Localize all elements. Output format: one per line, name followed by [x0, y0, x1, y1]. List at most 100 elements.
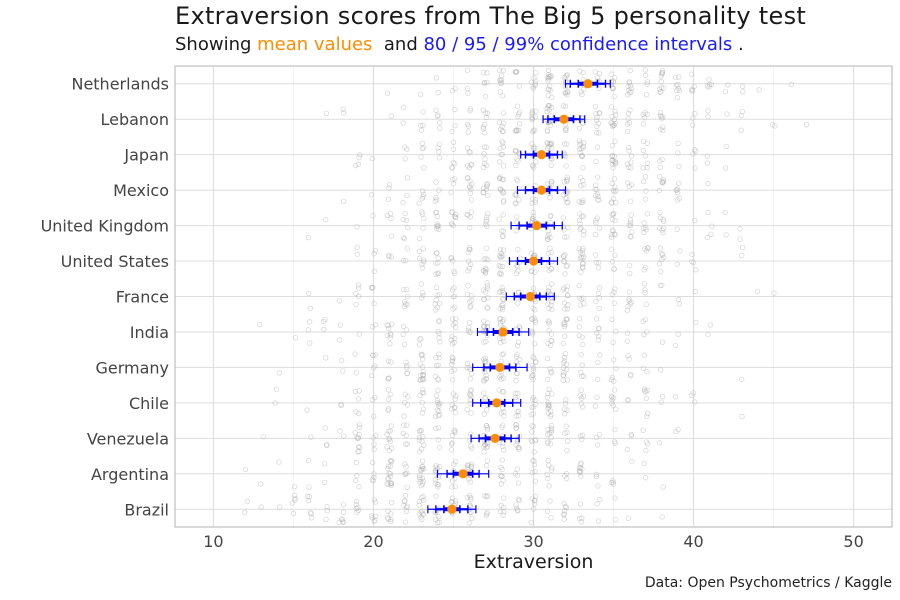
raw-point — [529, 200, 535, 207]
raw-point — [403, 286, 410, 293]
raw-point — [321, 326, 327, 333]
raw-point — [725, 82, 731, 88]
raw-point — [468, 209, 474, 215]
raw-point — [611, 289, 617, 295]
raw-point — [722, 165, 729, 171]
raw-point — [500, 212, 506, 218]
raw-point — [420, 497, 427, 504]
raw-point — [514, 148, 520, 155]
raw-point — [434, 397, 441, 404]
raw-point — [404, 370, 410, 377]
raw-point — [500, 140, 506, 146]
raw-point — [596, 70, 603, 77]
raw-point — [436, 149, 442, 155]
raw-point — [514, 370, 520, 377]
raw-point — [468, 461, 475, 467]
raw-point — [549, 391, 555, 397]
raw-point — [660, 178, 667, 185]
raw-point — [336, 519, 342, 526]
raw-point — [545, 439, 551, 445]
raw-point — [483, 513, 489, 519]
raw-point — [500, 375, 506, 381]
raw-point — [401, 502, 407, 509]
raw-point — [516, 83, 523, 89]
raw-point — [400, 200, 406, 206]
mean-point — [532, 220, 542, 231]
raw-point — [401, 498, 408, 504]
raw-point — [672, 342, 679, 349]
raw-point — [385, 407, 391, 414]
raw-point — [276, 459, 282, 465]
raw-point — [530, 85, 536, 92]
raw-point — [545, 410, 552, 416]
raw-point — [484, 79, 490, 86]
raw-point — [416, 235, 423, 242]
raw-point — [624, 330, 631, 336]
raw-point — [451, 339, 457, 346]
raw-point — [435, 255, 441, 261]
raw-point — [484, 280, 490, 286]
raw-point — [608, 234, 615, 240]
raw-point — [594, 394, 600, 400]
x-tick-label: 40 — [683, 532, 703, 551]
raw-point — [596, 305, 602, 312]
raw-point — [528, 268, 535, 275]
raw-point — [499, 233, 506, 240]
raw-point — [513, 425, 519, 431]
raw-point — [497, 320, 504, 326]
raw-point — [596, 110, 602, 117]
raw-point — [547, 83, 553, 89]
raw-point — [561, 300, 568, 306]
raw-point — [419, 475, 426, 481]
raw-point — [418, 376, 424, 383]
raw-point — [578, 199, 585, 206]
raw-point — [401, 341, 408, 348]
raw-point — [513, 442, 519, 448]
raw-point — [576, 199, 582, 205]
raw-point — [512, 394, 519, 401]
raw-point — [549, 94, 555, 100]
raw-point — [545, 457, 551, 464]
raw-point — [626, 289, 633, 295]
raw-point — [403, 301, 409, 307]
raw-point — [641, 115, 648, 121]
raw-point — [485, 211, 491, 217]
raw-point — [372, 322, 379, 328]
raw-point — [417, 372, 424, 379]
raw-point — [371, 300, 377, 307]
raw-point — [516, 497, 523, 504]
raw-point — [532, 468, 538, 475]
raw-point — [498, 473, 505, 480]
raw-point — [544, 181, 551, 187]
raw-point — [497, 316, 503, 322]
raw-point — [560, 253, 567, 259]
raw-point — [305, 290, 312, 297]
raw-point — [612, 108, 618, 115]
raw-point — [675, 85, 682, 92]
raw-point — [561, 507, 568, 514]
raw-point — [401, 413, 407, 419]
raw-point — [595, 337, 602, 343]
raw-point — [421, 442, 427, 448]
raw-point — [613, 188, 619, 194]
raw-point — [340, 110, 347, 116]
raw-point — [561, 319, 568, 326]
raw-point — [544, 145, 551, 152]
raw-point — [513, 270, 520, 277]
raw-point — [611, 300, 618, 306]
raw-point — [356, 331, 362, 337]
raw-point — [484, 223, 490, 229]
raw-point — [579, 515, 585, 521]
raw-point — [627, 219, 634, 226]
raw-point — [642, 289, 648, 296]
raw-point — [402, 391, 409, 397]
raw-point — [481, 296, 487, 302]
raw-point — [483, 358, 489, 364]
raw-point — [497, 335, 503, 342]
raw-point — [419, 494, 425, 501]
y-tick-label: Venezuela — [87, 429, 169, 448]
raw-point — [356, 410, 362, 417]
raw-point — [483, 245, 490, 251]
raw-point — [544, 394, 550, 401]
raw-point — [739, 413, 745, 420]
